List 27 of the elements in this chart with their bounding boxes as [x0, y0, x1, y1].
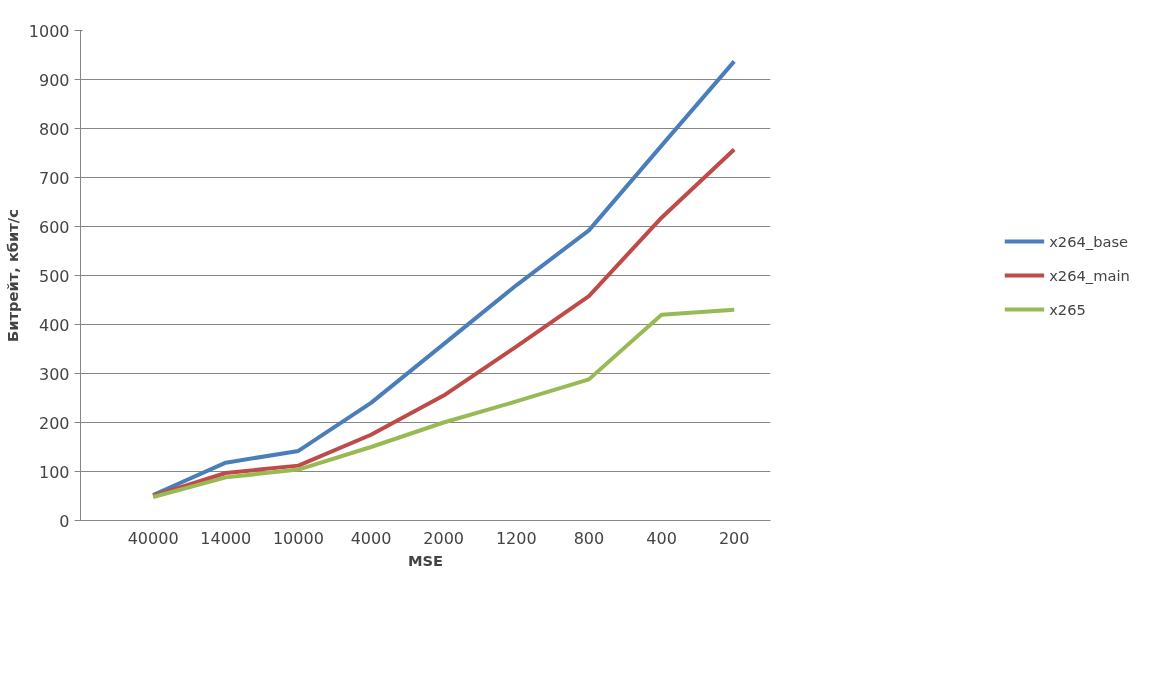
- y-tick-label: 100: [38, 462, 70, 482]
- y-tick-label: 800: [38, 119, 70, 139]
- x-tick-label: 1200: [495, 528, 537, 548]
- x-tick-label: 40000: [127, 528, 179, 548]
- x-tick-label: 400: [646, 528, 677, 548]
- legend-label: x265: [1049, 300, 1086, 318]
- x-tick-label: 2000: [423, 528, 465, 548]
- y-tick-label: 500: [38, 266, 70, 286]
- x-tick-label: 4000: [350, 528, 392, 548]
- y-tick-label: 200: [38, 413, 70, 433]
- x-tick-label: 800: [573, 528, 605, 548]
- x-tick-label: 200: [718, 528, 750, 548]
- line-series: [151, 147, 737, 498]
- y-tick-label: 700: [38, 168, 70, 188]
- y-tick-label: 400: [38, 315, 70, 335]
- x-tick-label: 10000: [272, 528, 324, 548]
- y-tick-label: 600: [38, 217, 70, 237]
- legend-label: x264_main: [1049, 266, 1130, 284]
- line-series: [151, 307, 737, 499]
- y-tick-label: 0: [59, 511, 70, 531]
- y-tick-label: 300: [38, 364, 70, 384]
- x-tick-label: 14000: [200, 528, 252, 548]
- legend-label: x264_base: [1049, 232, 1129, 250]
- x-axis-title: MSE: [407, 551, 444, 569]
- y-tick-label: 1000: [28, 21, 70, 41]
- y-tick-label: 900: [38, 70, 70, 90]
- y-axis-title: Битрейт, кбит/с: [3, 209, 21, 342]
